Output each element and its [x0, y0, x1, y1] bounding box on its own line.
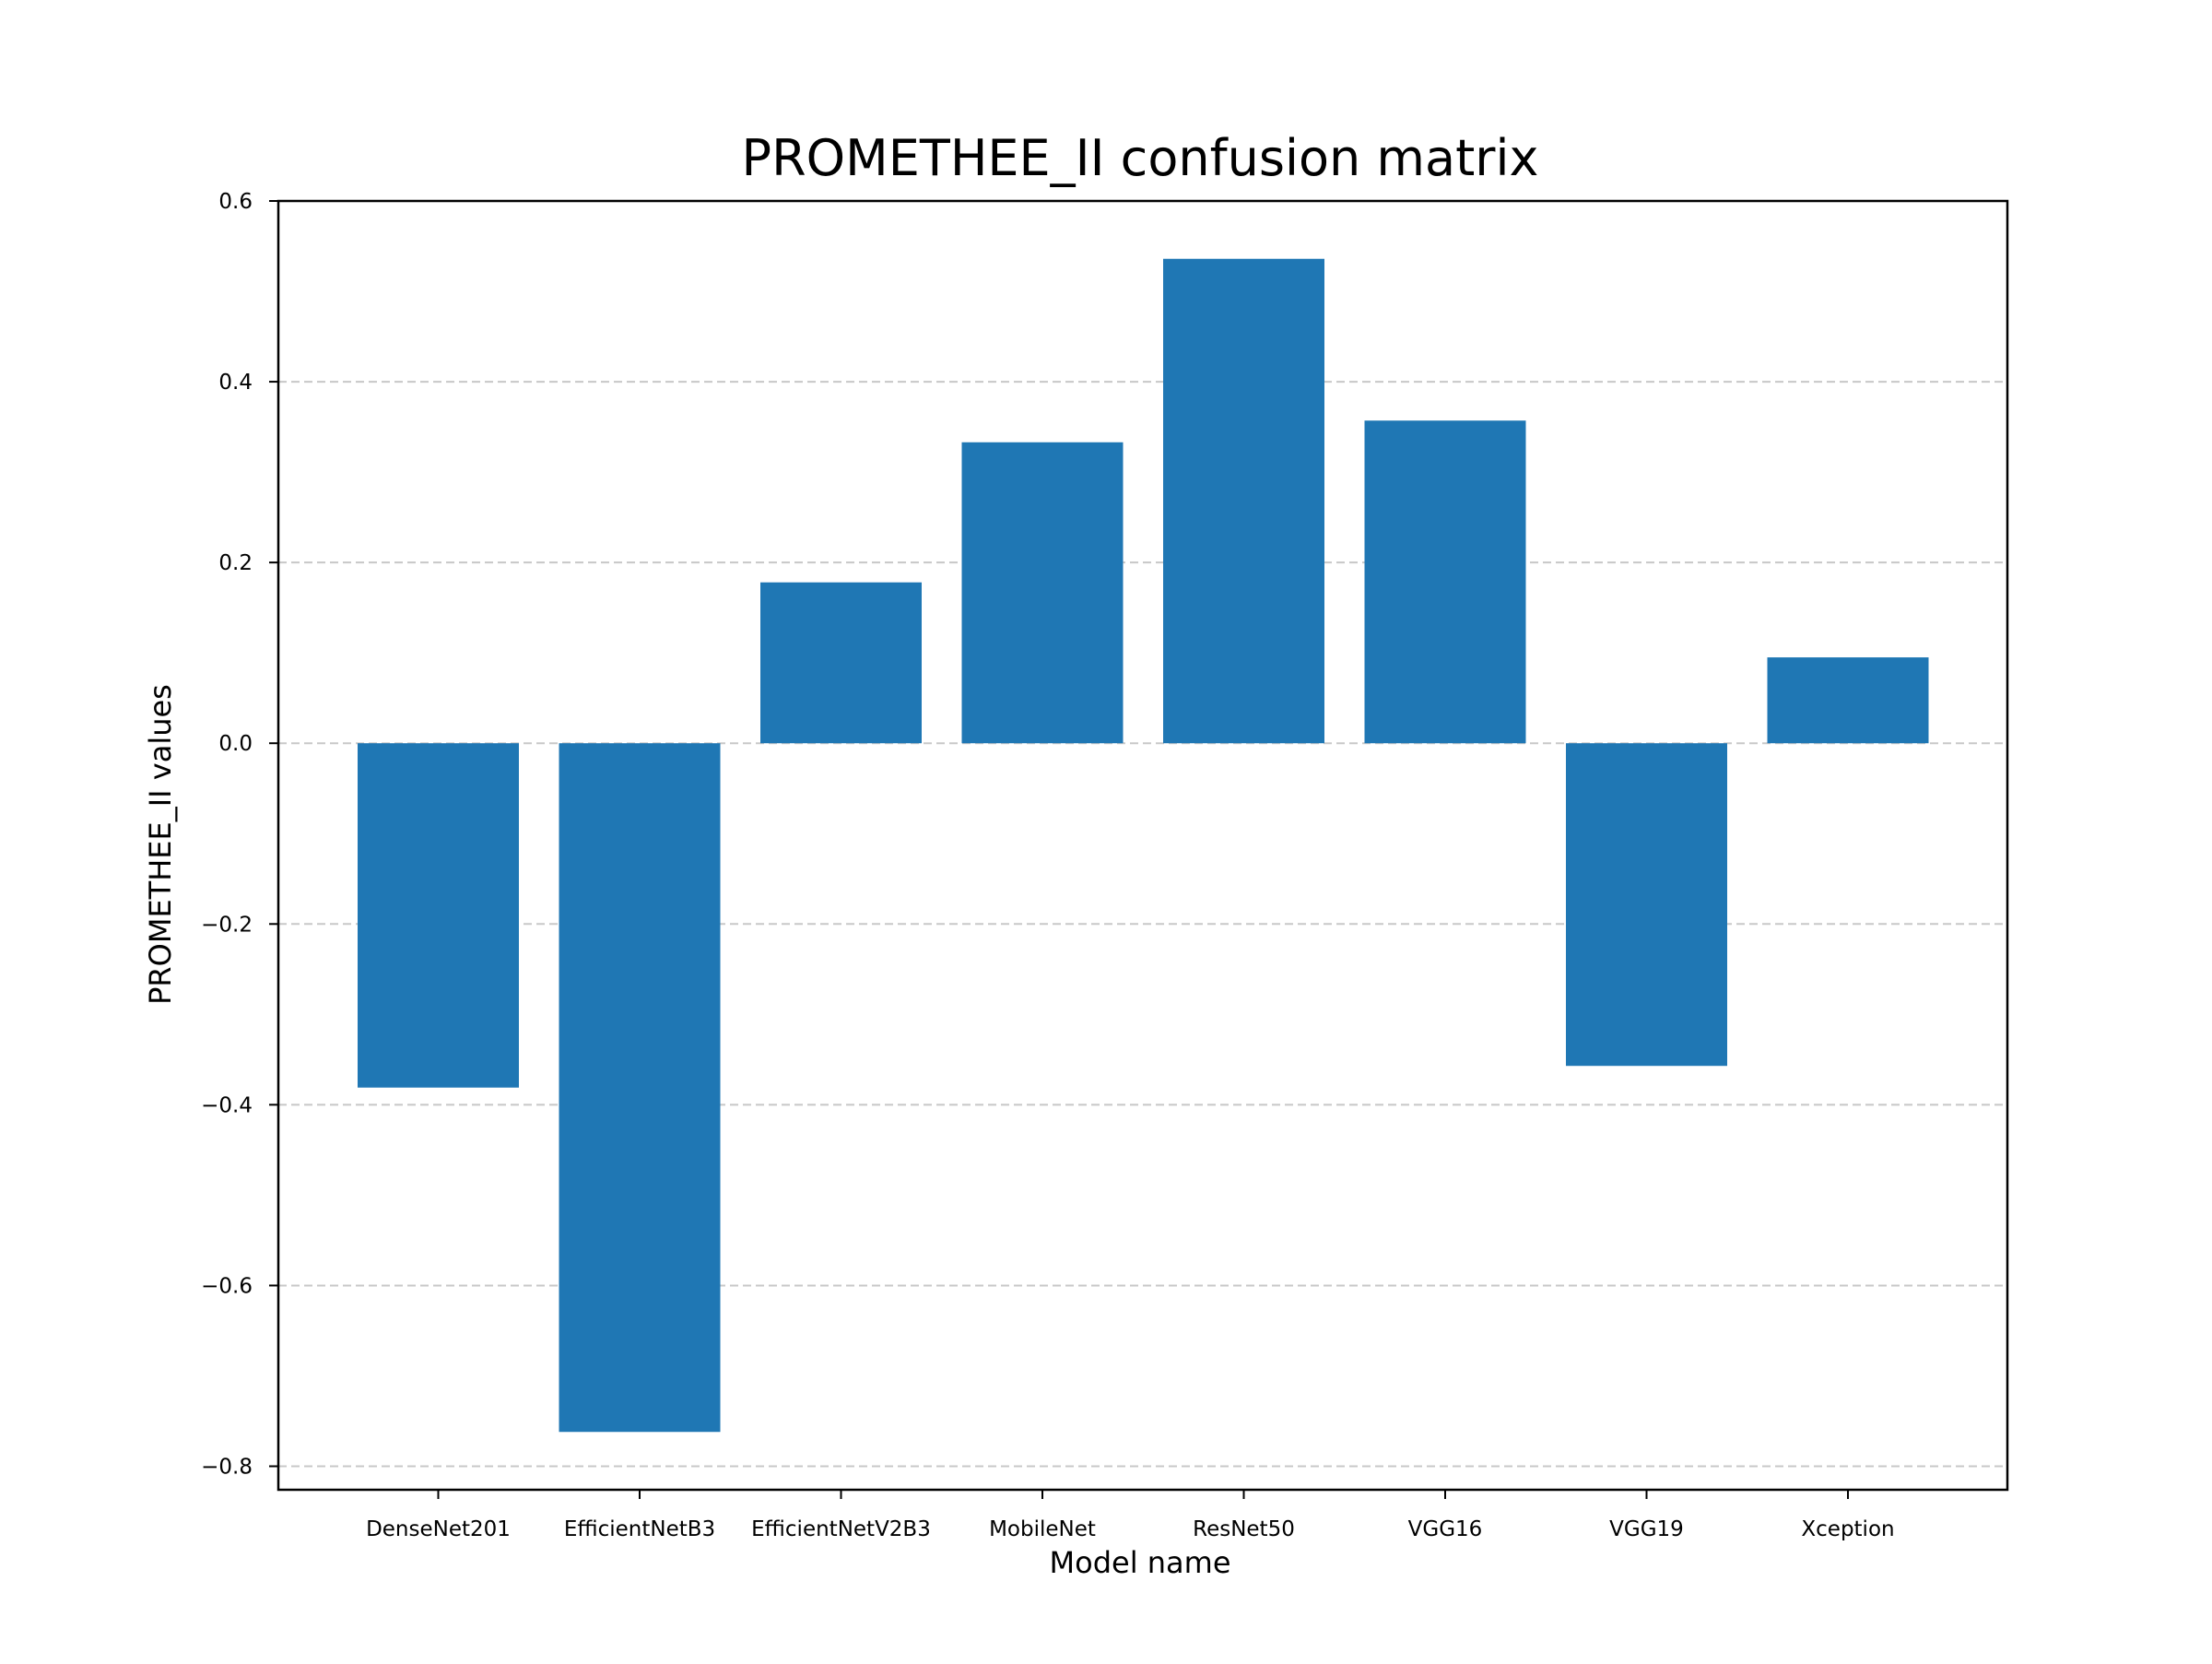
x-tick-label: Xception	[1801, 1517, 1894, 1541]
y-tick-label: 0.4	[218, 371, 253, 395]
bars	[358, 258, 1929, 1433]
y-axis-label: PROMETHEE_II values	[143, 684, 178, 1005]
bar-vgg19	[1566, 743, 1727, 1067]
y-tick-label: 0.6	[218, 190, 253, 214]
x-tick-label: DenseNet201	[366, 1517, 511, 1541]
x-ticks: DenseNet201 EfficientNetB3 EfficientNetV2B…	[366, 1490, 1895, 1541]
bar-densenet201	[358, 743, 519, 1088]
y-tick-label: 0.0	[218, 732, 253, 756]
x-tick-label: ResNet50	[1193, 1517, 1295, 1541]
x-tick-label: MobileNet	[989, 1517, 1096, 1541]
x-tick-label: EfficientNetV2B3	[751, 1517, 931, 1541]
bar-resnet50	[1163, 258, 1324, 744]
y-tick-label: −0.2	[201, 913, 253, 937]
x-tick-label: VGG19	[1609, 1517, 1684, 1541]
bar-efficientnetv2b3	[760, 582, 922, 744]
x-axis-label: Model name	[1050, 1545, 1231, 1580]
chart-title: PROMETHEE_II confusion matrix	[742, 129, 1539, 187]
y-tick-label: 0.2	[218, 551, 253, 575]
x-tick-label: EfficientNetB3	[564, 1517, 715, 1541]
y-ticks: 0.6 0.4 0.2 0.0 −0.2 −0.4 −0.6 −0.8	[201, 190, 278, 1480]
y-tick-label: −0.6	[201, 1274, 253, 1298]
y-tick-label: −0.8	[201, 1456, 253, 1480]
bar-vgg16	[1364, 420, 1526, 744]
bar-xception	[1767, 657, 1929, 744]
y-tick-label: −0.4	[201, 1093, 253, 1117]
bar-efficientnetb3	[559, 743, 721, 1433]
x-tick-label: VGG16	[1408, 1517, 1483, 1541]
plot-frame	[276, 199, 2009, 1492]
bar-mobilenet	[961, 442, 1124, 744]
